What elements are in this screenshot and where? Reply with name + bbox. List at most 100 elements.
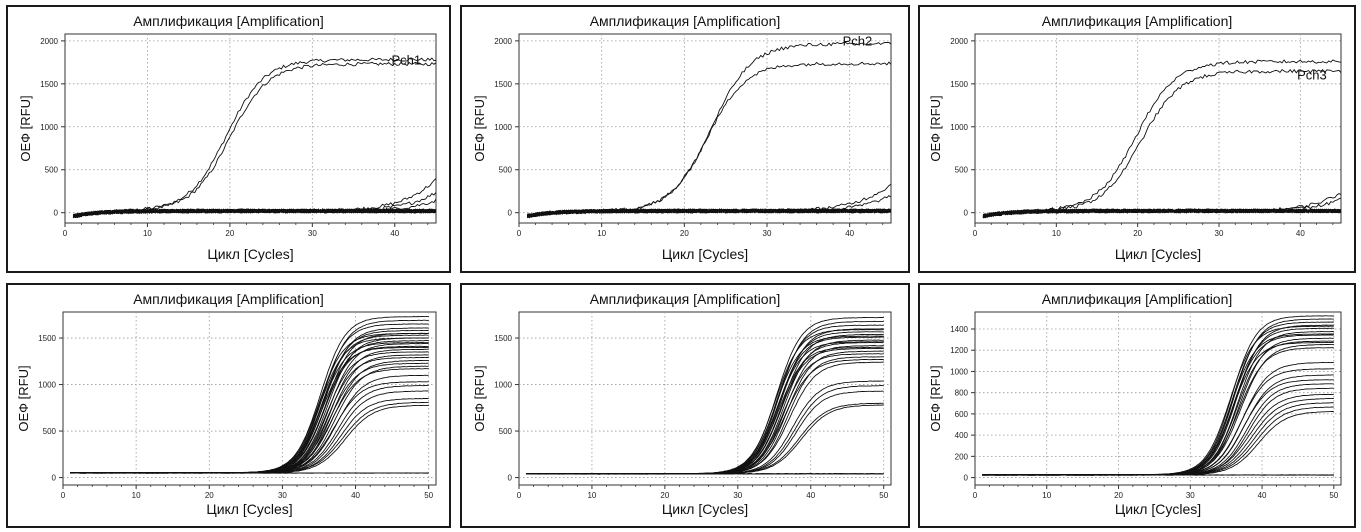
y-axis-label: ОЕФ [RFU] xyxy=(472,95,487,161)
chart-title: Амплификация [Amplification] xyxy=(133,13,324,29)
x-tick-label: 40 xyxy=(1296,229,1305,238)
x-tick-label: 20 xyxy=(1114,491,1123,500)
x-tick-label: 10 xyxy=(1042,491,1051,500)
x-tick-label: 40 xyxy=(1258,491,1267,500)
x-tick-label: 0 xyxy=(63,229,68,238)
x-tick-label: 0 xyxy=(973,229,978,238)
amplification-chart-bottom-left: Амплификация [Amplification] 0 10 20 30 40 50 0… xyxy=(6,283,451,528)
x-tick-label: 20 xyxy=(1133,229,1142,238)
x-tick-label: 40 xyxy=(845,229,854,238)
y-tick-label: 0 xyxy=(508,474,513,483)
amplification-curve xyxy=(73,209,436,218)
y-tick-label: 500 xyxy=(499,166,513,175)
x-axis-label: Цикл [Cycles] xyxy=(662,501,748,517)
x-tick-label: 30 xyxy=(763,229,772,238)
y-tick-label: 1000 xyxy=(950,367,968,376)
y-tick-label: 1000 xyxy=(494,381,512,390)
y-tick-label: 1000 xyxy=(40,123,58,132)
x-tick-label: 40 xyxy=(351,491,360,500)
series-label: Pch3 xyxy=(1297,68,1327,83)
curves-group xyxy=(70,316,429,474)
plot-area xyxy=(974,311,1342,486)
x-tick-label: 0 xyxy=(61,491,66,500)
y-tick-label: 200 xyxy=(955,452,969,461)
x-tick-label: 20 xyxy=(660,491,669,500)
y-tick-label: 0 xyxy=(54,209,59,218)
amplification-chart-bottom-center: Амплификация [Amplification] 0 10 20 30 40 50 0… xyxy=(460,283,910,528)
x-tick-label: 30 xyxy=(308,229,317,238)
chart-svg: Амплификация [Amplification] 0 10 20 30 40 50 0… xyxy=(928,291,1342,517)
plot-area xyxy=(518,33,892,224)
x-tick-label: 10 xyxy=(132,491,141,500)
y-tick-label: 500 xyxy=(45,166,59,175)
y-tick-label: 1000 xyxy=(494,123,512,132)
chart-title: Амплификация [Amplification] xyxy=(1042,291,1233,307)
chart-svg: Амплификация [Amplification] 0 10 20 30 40 500… xyxy=(16,291,437,517)
x-tick-label: 0 xyxy=(517,229,522,238)
amplification-chart-bottom-right: Амплификация [Amplification] 0 10 20 30 40 50 0… xyxy=(918,283,1356,528)
amplification-chart-pch1: Амплификация [Amplification] 0 10 20 30 40 0 50… xyxy=(6,5,451,273)
y-tick-label: 1000 xyxy=(950,123,968,132)
y-axis-label: ОЕФ [RFU] xyxy=(928,365,943,431)
x-axis-label: Цикл [Cycles] xyxy=(207,246,293,262)
x-tick-label: 20 xyxy=(680,229,689,238)
x-tick-label: 20 xyxy=(205,491,214,500)
y-axis-label: ОЕФ [RFU] xyxy=(472,365,487,431)
y-tick-label: 1400 xyxy=(950,325,968,334)
y-tick-label: 1500 xyxy=(38,334,56,343)
x-axis-label: Цикл [Cycles] xyxy=(1115,501,1201,517)
y-tick-label: 500 xyxy=(43,427,57,436)
x-tick-label: 40 xyxy=(390,229,399,238)
x-tick-label: 50 xyxy=(879,491,888,500)
series-label: Pch2 xyxy=(843,34,873,49)
amplification-curve xyxy=(526,208,891,218)
x-tick-label: 10 xyxy=(143,229,152,238)
y-tick-label: 600 xyxy=(955,410,969,419)
y-tick-label: 500 xyxy=(955,166,969,175)
y-tick-label: 1500 xyxy=(40,80,58,89)
x-tick-label: 0 xyxy=(517,491,522,500)
x-tick-label: 30 xyxy=(278,491,287,500)
x-tick-label: 20 xyxy=(225,229,234,238)
x-tick-label: 30 xyxy=(1186,491,1195,500)
y-tick-label: 0 xyxy=(52,474,57,483)
x-tick-label: 30 xyxy=(733,491,742,500)
curves-group xyxy=(72,57,436,219)
y-tick-label: 1200 xyxy=(950,346,968,355)
y-tick-label: 1500 xyxy=(494,80,512,89)
plot-area xyxy=(518,311,892,486)
amplification-curve xyxy=(527,208,891,217)
y-tick-label: 400 xyxy=(955,431,969,440)
amplification-chart-pch2: Амплификация [Amplification] 0 10 20 30 40 0 50… xyxy=(460,5,910,273)
chart-svg: Амплификация [Amplification] 0 10 20 30 40 0 50… xyxy=(472,13,892,262)
y-tick-label: 500 xyxy=(499,427,513,436)
y-tick-label: 1000 xyxy=(38,381,56,390)
x-axis-label: Цикл [Cycles] xyxy=(662,246,748,262)
chart-title: Амплификация [Amplification] xyxy=(133,291,324,307)
y-tick-label: 0 xyxy=(964,474,969,483)
plot-area xyxy=(64,33,437,224)
amplification-curve xyxy=(73,208,436,217)
plot-area xyxy=(974,33,1342,224)
curves-group xyxy=(526,316,884,475)
y-tick-label: 2000 xyxy=(40,37,58,46)
chart-svg: Амплификация [Amplification] 0 10 20 30 40 0 50… xyxy=(18,13,437,262)
x-tick-label: 0 xyxy=(973,491,978,500)
y-tick-label: 0 xyxy=(964,209,969,218)
x-tick-label: 40 xyxy=(806,491,815,500)
y-tick-label: 1500 xyxy=(494,334,512,343)
chart-svg: Амплификация [Amplification] 0 10 20 30 40 0 50… xyxy=(928,13,1342,262)
amplification-chart-pch3: Амплификация [Amplification] 0 10 20 30 40 0 50… xyxy=(918,5,1356,273)
chart-svg: Амплификация [Amplification]0 10 20 30 40 500… xyxy=(472,291,892,517)
y-tick-label: 2000 xyxy=(950,37,968,46)
y-axis-label: ОЕФ [RFU] xyxy=(16,365,31,431)
y-tick-label: 2000 xyxy=(494,37,512,46)
x-tick-label: 50 xyxy=(1329,491,1338,500)
chart-title: Амплификация [Amplification] xyxy=(590,291,781,307)
y-tick-label: 1500 xyxy=(950,80,968,89)
y-tick-label: 0 xyxy=(508,209,513,218)
y-tick-label: 800 xyxy=(955,389,969,398)
curves-group xyxy=(982,59,1341,219)
x-axis-label: Цикл [Cycles] xyxy=(1115,246,1201,262)
series-label: Pch1 xyxy=(391,52,421,67)
